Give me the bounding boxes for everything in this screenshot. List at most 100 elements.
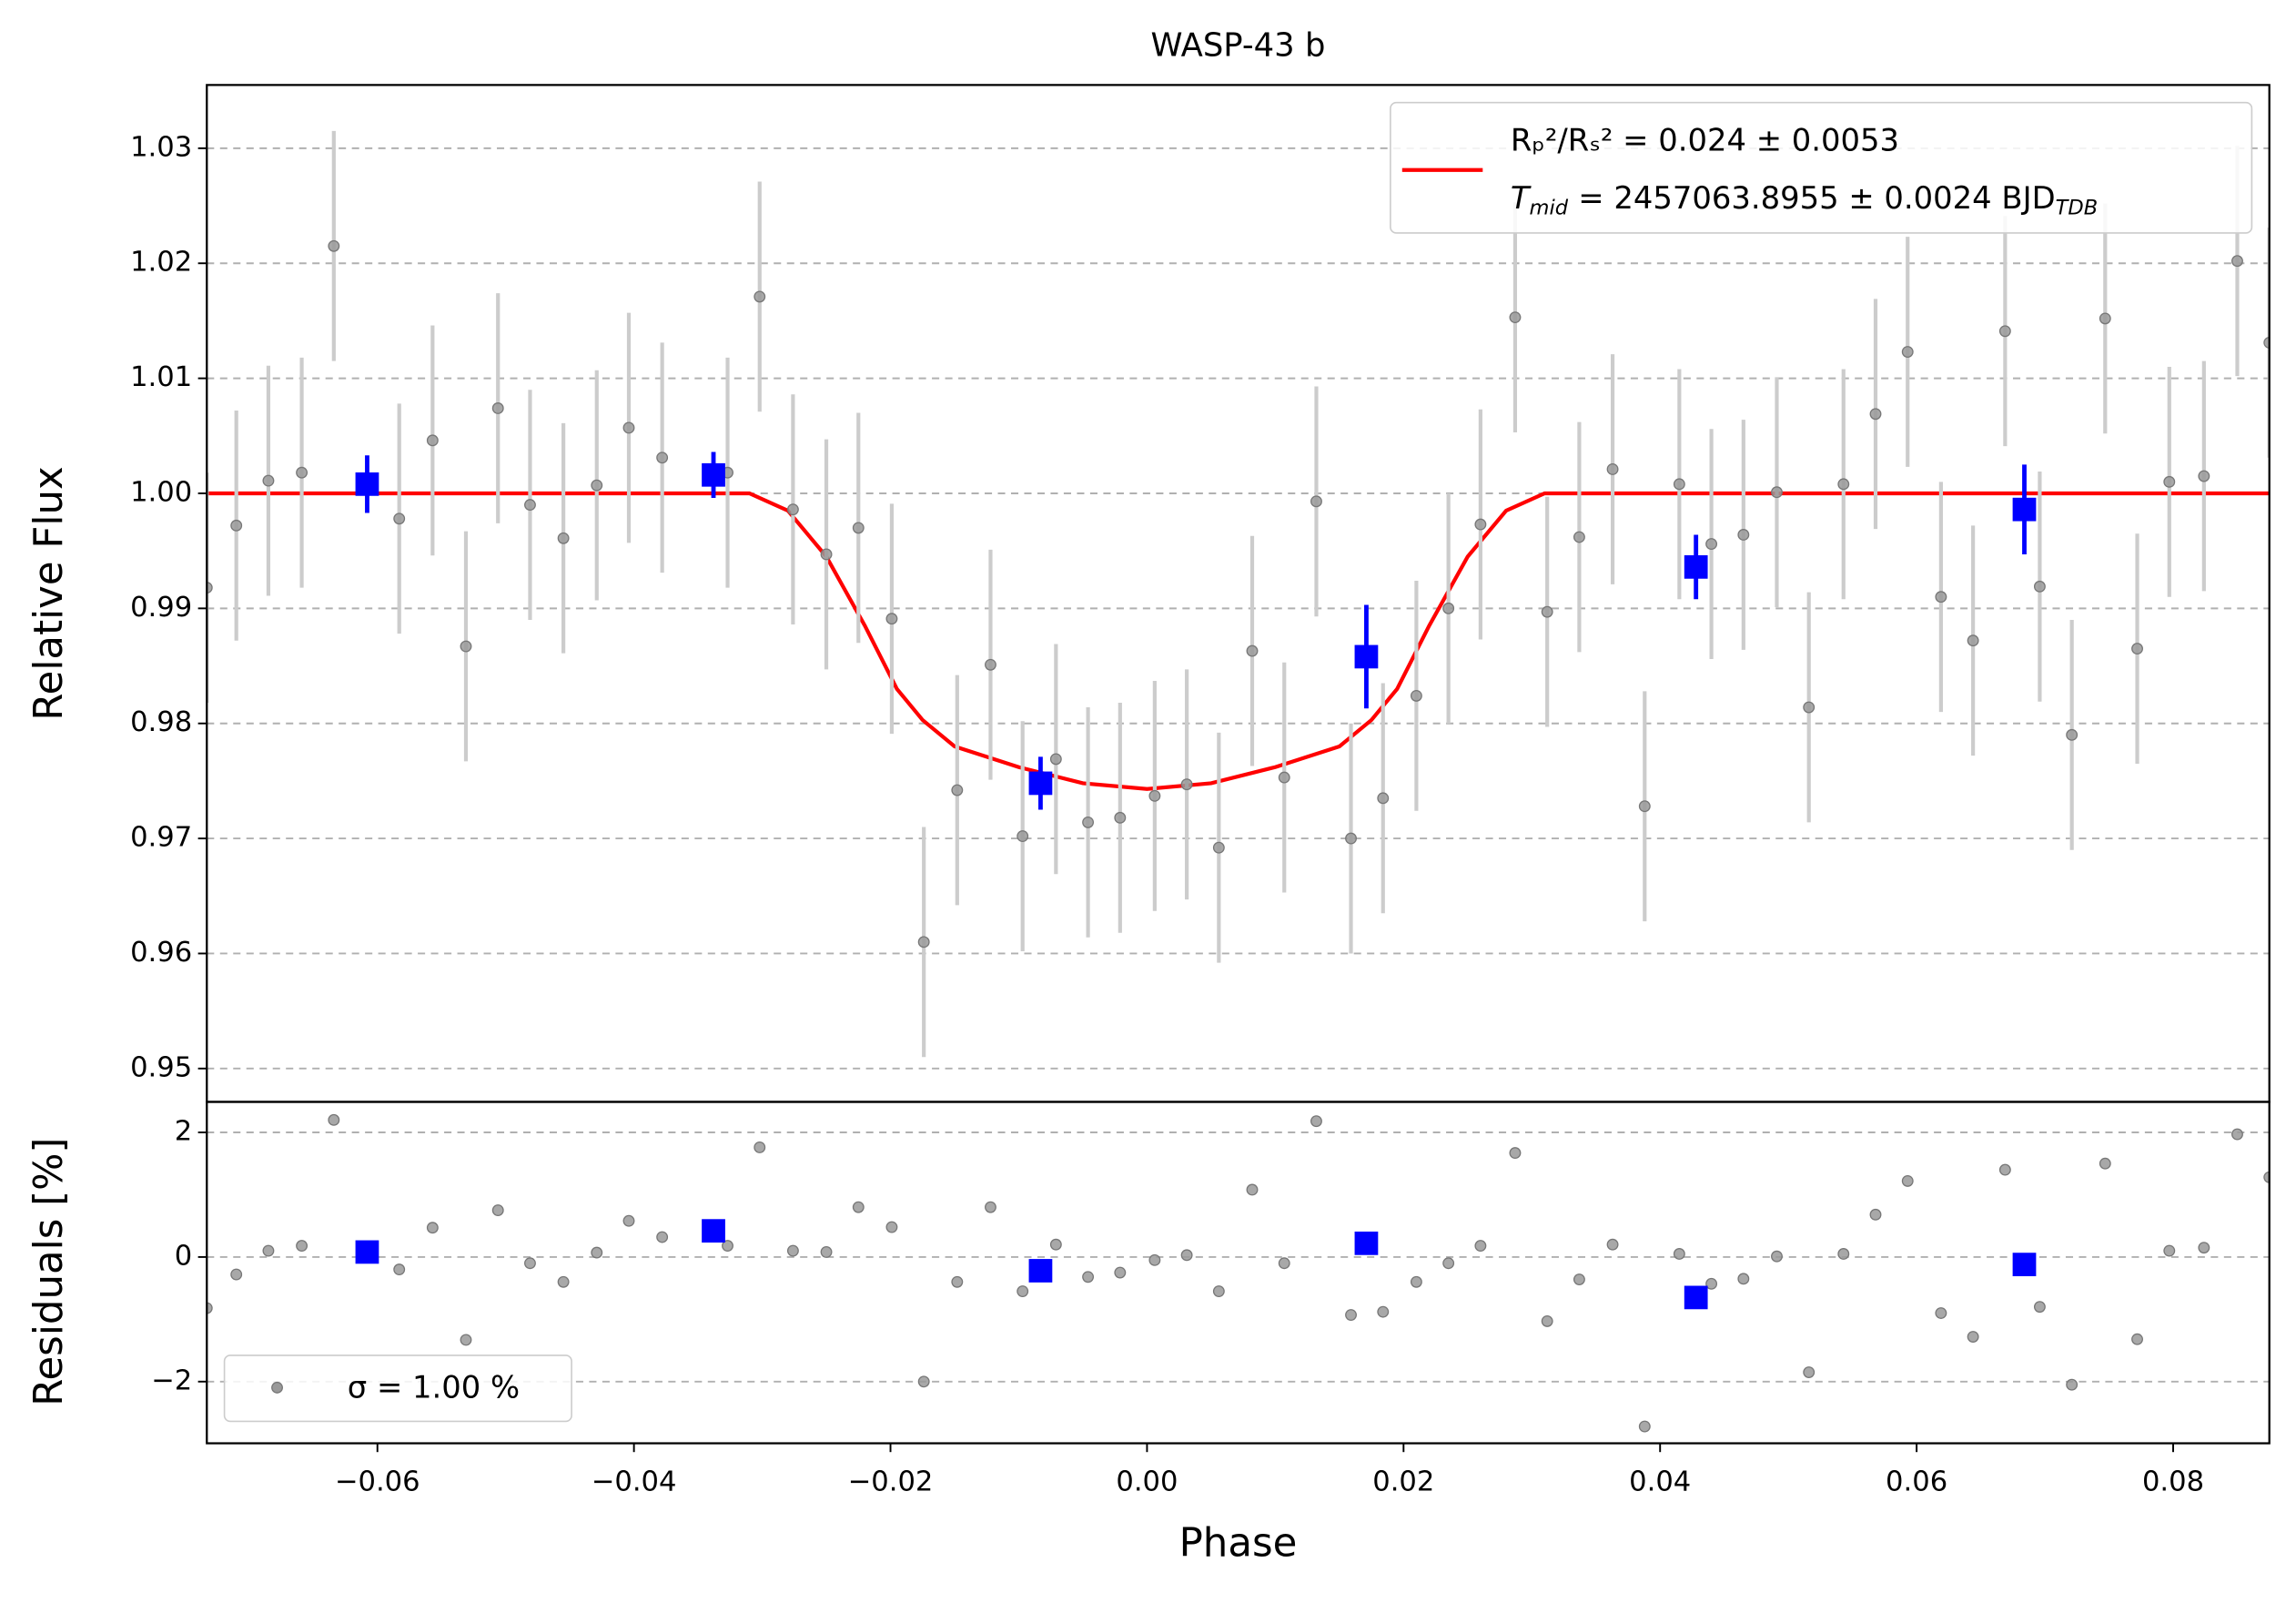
- data-point: [1246, 644, 1259, 657]
- data-point: [491, 1204, 504, 1217]
- data-point: [2231, 255, 2243, 268]
- data-point: [1541, 605, 1553, 618]
- data-point: [2198, 470, 2210, 482]
- data-point: [1901, 346, 1914, 358]
- data-point: [722, 1240, 733, 1253]
- binned-point: [702, 1219, 725, 1243]
- data-point: [1638, 1420, 1651, 1433]
- binned-point: [702, 462, 725, 487]
- model-line: [207, 491, 2270, 791]
- y-tick-label: 1.03: [130, 131, 192, 163]
- data-point: [1638, 800, 1651, 813]
- data-point: [1212, 841, 1225, 854]
- x-tick-label: −0.02: [848, 1466, 934, 1498]
- data-point: [754, 290, 766, 303]
- data-point: [917, 936, 930, 949]
- y-tick-label: 0.99: [130, 592, 192, 624]
- data-point: [1967, 1331, 1979, 1343]
- x-tick-label: −0.04: [592, 1466, 677, 1498]
- data-point: [1278, 771, 1290, 784]
- data-point: [1837, 1248, 1850, 1260]
- y-tick-label: −2: [151, 1365, 192, 1396]
- note-text: = 2457063.8955 ± 0.0024 BJD: [1578, 179, 2055, 215]
- data-point: [328, 1113, 340, 1126]
- data-point: [1410, 689, 1422, 702]
- data-point: [426, 1222, 439, 1234]
- data-point: [557, 1275, 570, 1288]
- x-tick-label: 0.04: [1629, 1466, 1691, 1498]
- data-point: [1114, 1266, 1127, 1279]
- data-point: [557, 532, 570, 544]
- data-point: [1673, 478, 1685, 491]
- y-axis-label: Relative Flux: [26, 466, 72, 720]
- data-point: [1474, 518, 1487, 531]
- data-point: [491, 402, 504, 414]
- data-point: [1377, 1305, 1390, 1318]
- data-point: [2066, 728, 2079, 741]
- data-point: [1935, 591, 1947, 604]
- x-tick-label: −0.06: [335, 1466, 420, 1498]
- binned-point: [1028, 1259, 1053, 1283]
- legend: σ = 1.00 %: [223, 1354, 572, 1423]
- data-point: [460, 1334, 472, 1346]
- data-point: [1541, 1314, 1553, 1327]
- binned-point: [1354, 644, 1379, 669]
- data-point: [917, 1375, 930, 1388]
- data-point: [1509, 1147, 1522, 1160]
- data-point: [2231, 1128, 2243, 1141]
- data-point: [1082, 1271, 1095, 1283]
- data-point: [2263, 1171, 2270, 1183]
- data-point: [885, 613, 898, 625]
- data-point: [1737, 529, 1750, 541]
- data-point: [656, 1231, 669, 1243]
- y-tick-label: 0.96: [130, 937, 192, 969]
- plot-area: [207, 1113, 2270, 1433]
- data-point: [230, 1268, 243, 1281]
- data-point: [207, 1302, 213, 1314]
- y-tick-label: 1.00: [130, 476, 192, 508]
- data-point: [393, 512, 406, 525]
- data-point: [2163, 475, 2176, 488]
- data-point: [1442, 602, 1455, 614]
- data-point: [786, 503, 799, 516]
- data-point: [1869, 408, 1882, 421]
- data-point: [2131, 643, 2143, 655]
- data-point: [852, 1201, 865, 1213]
- x-tick-label: 0.00: [1116, 1466, 1178, 1498]
- data-point: [426, 434, 439, 447]
- binned-point: [355, 1240, 379, 1264]
- data-point: [1803, 1366, 1816, 1378]
- y-axis-label: Residuals [%]: [26, 1138, 72, 1406]
- y-tick-label: 2: [175, 1116, 192, 1148]
- data-point: [1737, 1273, 1750, 1285]
- data-point: [1998, 1163, 2011, 1176]
- data-point: [230, 519, 243, 532]
- y-tick-label: 0.97: [130, 822, 192, 854]
- data-point: [1377, 792, 1390, 805]
- binned-point: [1684, 1285, 1708, 1310]
- data-point: [1148, 789, 1161, 802]
- data-point: [262, 1244, 275, 1257]
- legend-box: [223, 1354, 572, 1423]
- plot-area: [207, 130, 2270, 1058]
- data-point: [852, 522, 865, 534]
- data-point: [524, 1257, 536, 1270]
- data-point: [1442, 1257, 1455, 1270]
- data-point: [1771, 486, 1783, 499]
- data-point: [460, 640, 472, 653]
- data-point: [1869, 1208, 1882, 1221]
- binned-point: [1684, 554, 1708, 579]
- data-point: [1114, 811, 1127, 824]
- y-tick-label: 0.98: [130, 706, 192, 738]
- data-point: [296, 1240, 308, 1253]
- data-point: [1474, 1240, 1487, 1253]
- data-point: [1212, 1285, 1225, 1297]
- data-point: [2099, 1157, 2111, 1170]
- data-point: [1345, 1309, 1357, 1321]
- data-point: [1345, 832, 1357, 845]
- binned-point: [355, 472, 379, 496]
- data-point: [2099, 312, 2111, 325]
- data-point: [1278, 1257, 1290, 1270]
- data-point: [1082, 816, 1095, 828]
- legend-marker: [271, 1381, 283, 1394]
